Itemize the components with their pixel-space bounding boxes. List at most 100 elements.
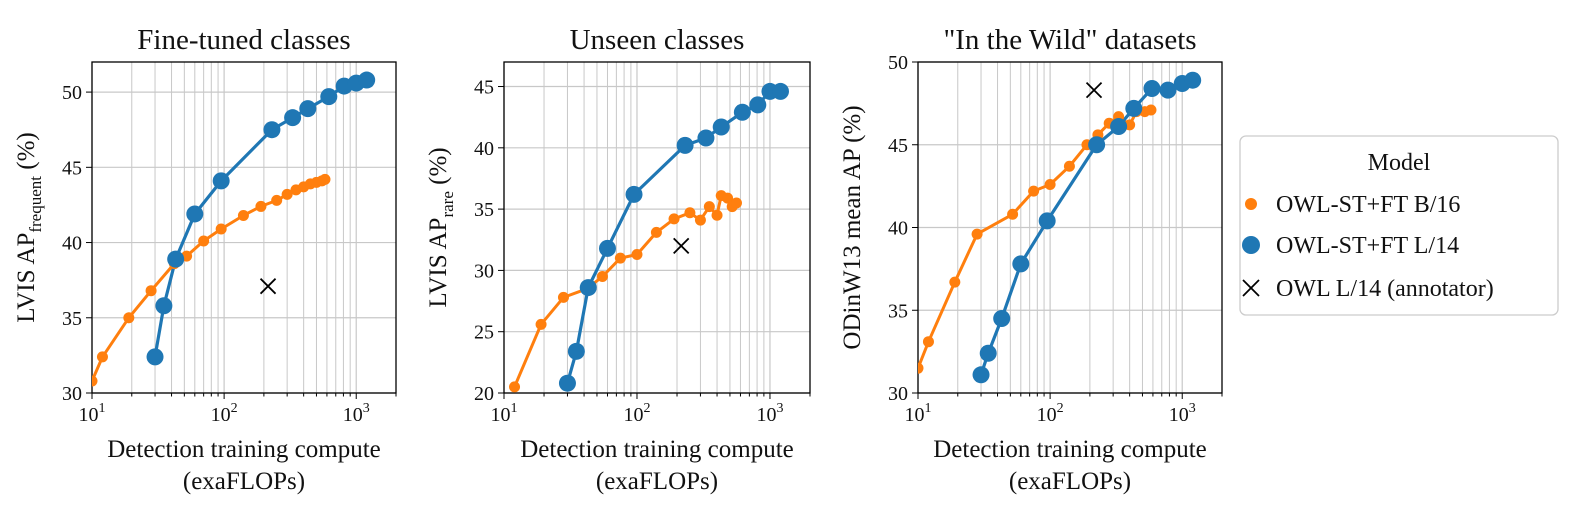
data-point-b16 <box>1063 160 1075 172</box>
x-tick-label: 101 <box>79 401 106 426</box>
data-point-l14 <box>167 250 185 268</box>
data-point-l14 <box>749 96 767 114</box>
data-point-b16 <box>971 228 983 240</box>
data-point-b16 <box>711 209 723 221</box>
x-tick-label: 103 <box>756 401 783 426</box>
legend-entry-label: OWL L/14 (annotator) <box>1276 276 1494 302</box>
y-tick-label: 45 <box>62 157 82 179</box>
legend: Model OWL-ST+FT B/16 OWL-ST+FT L/14 OWL L/1… <box>1239 135 1559 316</box>
x-tick-label: 102 <box>623 401 650 426</box>
chart-title: "In the Wild" datasets <box>943 24 1196 56</box>
data-point-l14 <box>771 82 789 100</box>
x-axis-unit: (exaFLOPs) <box>183 468 305 495</box>
data-point-l14 <box>598 239 616 257</box>
gridlines <box>91 62 397 394</box>
data-point-l14 <box>263 121 281 139</box>
data-point-b16 <box>631 248 643 260</box>
legend-entry-label: OWL-ST+FT L/14 <box>1276 233 1459 259</box>
data-point-l14 <box>712 118 730 136</box>
legend-entry-label: OWL-ST+FT B/16 <box>1276 192 1460 218</box>
data-point-b16 <box>1007 208 1019 220</box>
data-point-b16 <box>92 375 98 387</box>
data-point-b16 <box>650 226 662 238</box>
y-tick-label: 20 <box>474 383 494 405</box>
data-point-b16 <box>1044 178 1056 190</box>
data-point-l14 <box>567 342 585 360</box>
x-tick-label: 101 <box>491 401 518 426</box>
data-point-b16 <box>668 213 680 225</box>
data-point-l14 <box>697 129 715 147</box>
data-point-l14 <box>155 297 173 315</box>
y-tick-label: 30 <box>62 383 82 405</box>
data-point-b16 <box>1028 185 1040 197</box>
x-tick-label: 101 <box>905 401 932 426</box>
x-tick-label: 103 <box>1169 401 1196 426</box>
legend-marker-l14 <box>1242 236 1260 254</box>
data-point-b16 <box>215 223 227 235</box>
data-point-b16 <box>596 271 608 283</box>
data-point-b16 <box>319 173 331 185</box>
y-tick-label: 35 <box>888 300 908 322</box>
chart-title: Unseen classes <box>570 24 745 56</box>
data-point-b16 <box>614 252 626 264</box>
data-point-l14 <box>558 374 576 392</box>
data-point-l14 <box>1110 118 1128 136</box>
y-axis-label: LVIS APfrequent (%) <box>13 132 45 322</box>
data-area <box>509 82 789 393</box>
x-tick-label: 103 <box>343 401 370 426</box>
x-axis-unit: (exaFLOPs) <box>596 468 718 495</box>
x-axis-label: Detection training compute <box>107 436 381 463</box>
y-tick-label: 45 <box>888 135 908 157</box>
data-point-b16 <box>1145 104 1157 116</box>
data-point-l14 <box>186 205 204 223</box>
data-point-b16 <box>145 285 157 297</box>
data-point-b16 <box>237 209 249 221</box>
data-point-l14 <box>212 172 230 190</box>
data-point-l14 <box>358 71 376 89</box>
data-area <box>918 71 1202 384</box>
data-point-b16 <box>918 362 924 374</box>
subplot-2: 101 102 103 20 25 30 35 40 45 Unseen classes Detec… <box>425 24 811 495</box>
axes-frame <box>503 61 811 394</box>
data-point-b16 <box>281 188 293 200</box>
y-tick-label: 50 <box>888 52 908 74</box>
data-point-l14 <box>1143 79 1161 97</box>
data-point-annotator <box>1085 81 1103 99</box>
data-point-l14 <box>1012 255 1030 273</box>
subplot-1: 101 102 103 30 35 40 45 50 Fine-tuned classes Det… <box>13 24 397 495</box>
data-point-b16 <box>271 194 283 206</box>
y-tick-label: 35 <box>62 308 82 330</box>
series-line-l14 <box>565 89 781 384</box>
x-tick-label: 102 <box>1037 401 1064 426</box>
x-axis-label: Detection training compute <box>520 436 794 463</box>
data-point-l14 <box>1088 136 1106 154</box>
y-axis-label: ODinW13 mean AP (%) <box>839 105 866 349</box>
y-tick-label: 30 <box>888 383 908 405</box>
y-tick-label: 40 <box>888 218 908 240</box>
data-point-l14 <box>284 109 302 127</box>
data-point-b16 <box>557 291 569 303</box>
data-point-l14 <box>1125 99 1143 117</box>
y-tick-label: 35 <box>474 199 494 221</box>
data-point-l14 <box>320 88 338 106</box>
data-point-l14 <box>1038 212 1056 230</box>
data-point-l14 <box>579 279 597 297</box>
data-point-l14 <box>1159 81 1177 99</box>
y-tick-label: 30 <box>474 260 494 282</box>
data-point-l14 <box>979 344 997 362</box>
data-point-b16 <box>730 197 742 209</box>
series-line-b16 <box>92 178 326 382</box>
data-point-l14 <box>676 136 694 154</box>
data-point-b16 <box>123 312 135 324</box>
y-tick-label: 40 <box>474 138 494 160</box>
gridlines <box>917 61 1223 394</box>
data-point-b16 <box>198 235 210 247</box>
x-axis-unit: (exaFLOPs) <box>1009 468 1131 495</box>
data-point-b16 <box>703 201 715 213</box>
x-tick-label: 102 <box>211 401 238 426</box>
data-point-b16 <box>255 200 267 212</box>
series-line-l14 <box>153 78 368 358</box>
data-point-annotator <box>259 278 277 295</box>
data-point-b16 <box>535 318 547 330</box>
subplot-3: 101 102 103 30 35 40 45 50 "In the Wild" dataset… <box>839 24 1223 495</box>
